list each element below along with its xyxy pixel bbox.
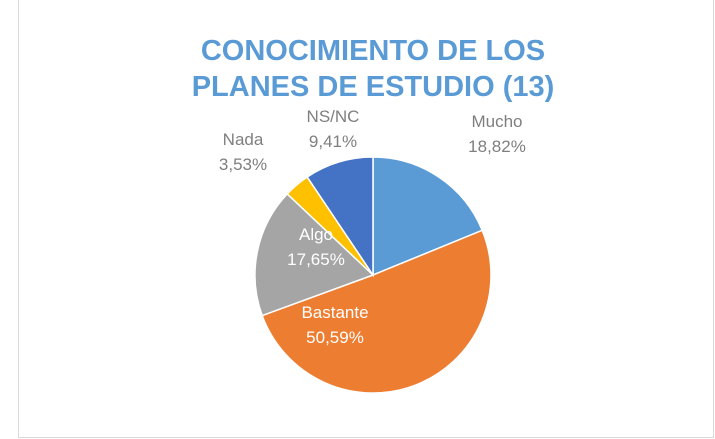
data-label: Nada 3,53% [219, 130, 267, 174]
value-label: 50,59% [306, 328, 364, 347]
data-label: Algo 17,65% [287, 225, 345, 269]
data-label: Mucho 18,82% [468, 112, 526, 156]
pie-slice [254, 192, 375, 317]
chart-frame [18, 0, 714, 438]
pie-slice [372, 156, 484, 277]
data-label: Bastante 50,59% [301, 303, 368, 347]
chart-title: CONOCIMIENTO DE LOS PLANES DE ESTUDIO (1… [191, 35, 555, 103]
value-label: 18,82% [468, 137, 526, 156]
category-label: Nada [223, 130, 264, 149]
category-label: Mucho [471, 112, 522, 131]
category-label: Bastante [301, 303, 368, 322]
pie-slice [306, 156, 374, 278]
category-label: Algo [299, 225, 333, 244]
value-label: 17,65% [287, 250, 345, 269]
value-label: 3,53% [219, 155, 267, 174]
value-label: 9,41% [309, 132, 357, 151]
pie-slice [261, 229, 492, 394]
category-label: NS/NC [307, 107, 360, 126]
data-label: NS/NC 9,41% [307, 107, 360, 151]
